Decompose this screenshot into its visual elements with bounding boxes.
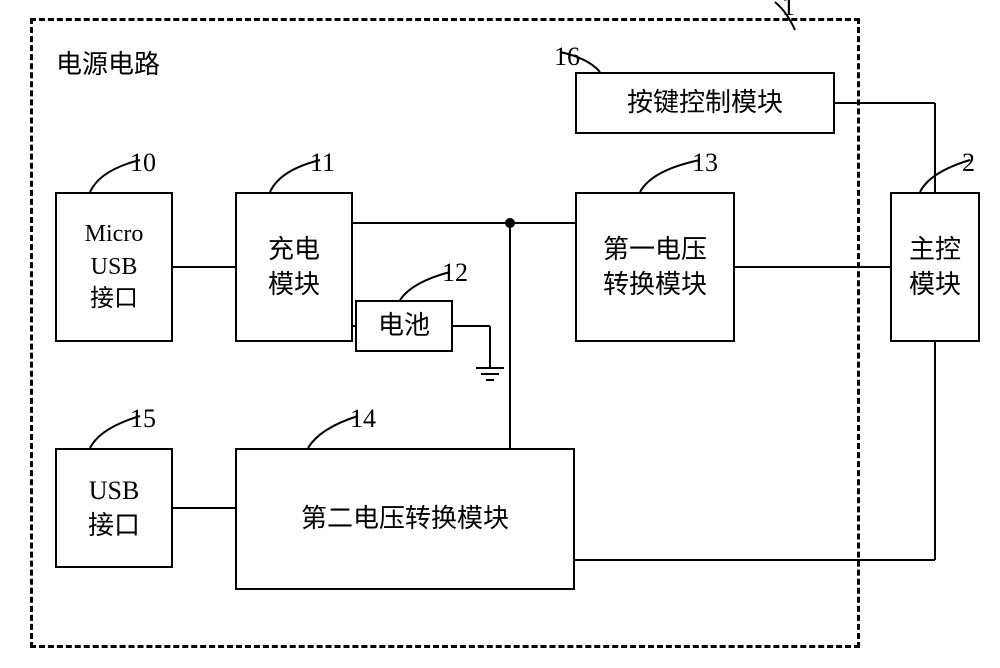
index-vconv2: 14 (350, 404, 376, 434)
index-keyctrl: 16 (554, 42, 580, 72)
index-micro_usb: 10 (130, 148, 156, 178)
block-battery: 电池 (355, 300, 453, 352)
block-mainctrl: 主控模块 (890, 192, 980, 342)
index-usb: 15 (130, 404, 156, 434)
block-micro_usb: MicroUSB接口 (55, 192, 173, 342)
block-mainctrl-label: 主控模块 (909, 232, 961, 302)
block-keyctrl-label: 按键控制模块 (627, 85, 783, 120)
block-usb-label: USB接口 (88, 473, 140, 543)
block-keyctrl: 按键控制模块 (575, 72, 835, 134)
block-battery-label: 电池 (378, 308, 430, 343)
index-vconv1: 13 (692, 148, 718, 178)
index-outer: 1 (782, 0, 795, 22)
block-charge-label: 充电模块 (268, 232, 320, 302)
index-mainctrl: 2 (962, 148, 975, 178)
power-circuit-title: 电源电路 (56, 44, 160, 81)
block-vconv1: 第一电压转换模块 (575, 192, 735, 342)
index-charge: 11 (310, 148, 335, 178)
block-vconv1-label: 第一电压转换模块 (603, 232, 707, 302)
diagram-stage: { "diagram": { "type": "flowchart", "can… (0, 0, 1000, 668)
block-micro_usb-label: MicroUSB接口 (85, 218, 144, 315)
block-usb: USB接口 (55, 448, 173, 568)
block-vconv2: 第二电压转换模块 (235, 448, 575, 590)
block-vconv2-label: 第二电压转换模块 (301, 501, 509, 536)
index-battery: 12 (442, 258, 468, 288)
block-charge: 充电模块 (235, 192, 353, 342)
